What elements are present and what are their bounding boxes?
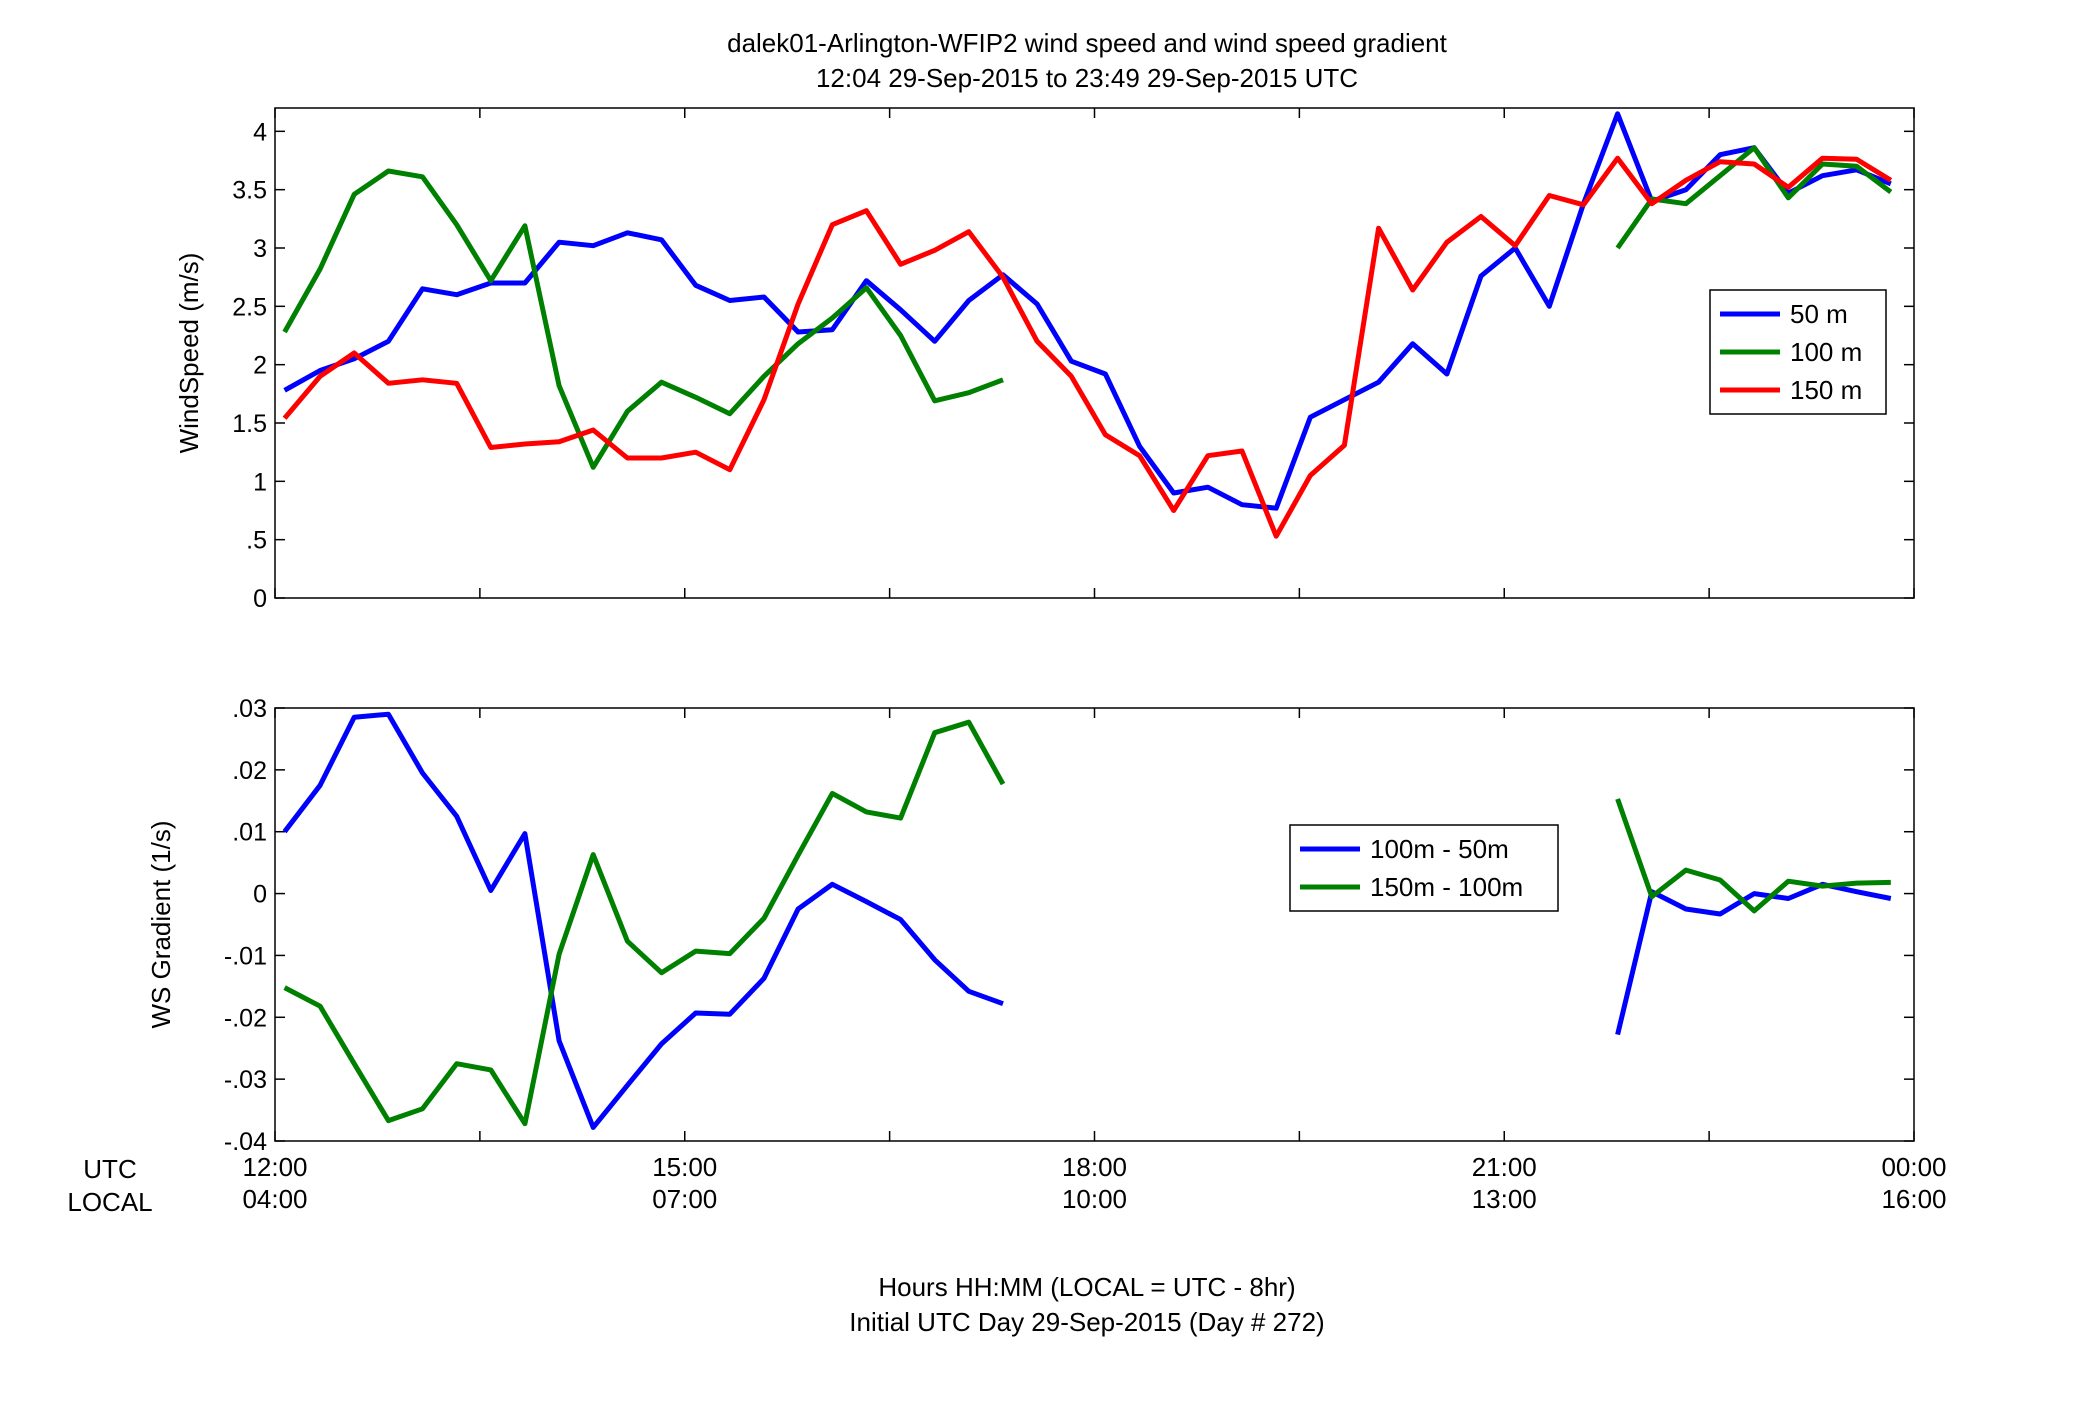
plot-frame [274, 707, 1915, 1142]
x-tick-label-utc: 21:00 [1472, 1152, 1537, 1182]
x-tick-label-local: 10:00 [1062, 1184, 1127, 1214]
series-line [282, 145, 1893, 470]
y-tick-label: -.03 [224, 1066, 267, 1094]
y-tick-label: 1 [253, 468, 267, 496]
y-tick-label: 3 [253, 235, 267, 263]
x-tick-label-local: 04:00 [242, 1184, 307, 1214]
x-tick-label-local: 07:00 [652, 1184, 717, 1214]
x-row-label-local: LOCAL [67, 1187, 152, 1217]
x-tick-label-utc: 00:00 [1881, 1152, 1946, 1182]
x-axis-label-line2: Initial UTC Day 29-Sep-2015 (Day # 272) [849, 1307, 1324, 1337]
plot-frame [274, 107, 1915, 599]
chart-title-line1: dalek01-Arlington-WFIP2 wind speed and w… [727, 28, 1448, 58]
y-tick-label: -.01 [224, 942, 267, 970]
x-axis-label-line1: Hours HH:MM (LOCAL = UTC - 8hr) [878, 1272, 1295, 1302]
series-line [283, 111, 1892, 511]
y-tick-label: .03 [232, 695, 267, 723]
y-axis-label: WS Gradient (1/s) [146, 820, 176, 1028]
gradient-panel: -.04 -.03 -.02 -.01 0 .01 .02 .03 WS Gradient (1… [146, 695, 1915, 1156]
chart-title-line2: 12:04 29-Sep-2015 to 23:49 29-Sep-2015 U… [816, 63, 1358, 93]
x-tick-label-local: 13:00 [1472, 1184, 1537, 1214]
y-tick-label: .01 [232, 819, 267, 847]
windspeed-panel: 0 .5 1 1.5 2 2.5 3 3.5 4 WindSpeed (m/s) 50 m 100 m… [174, 107, 1915, 613]
y-axis-label: WindSpeed (m/s) [174, 253, 204, 454]
x-tick-label-utc: 12:00 [242, 1152, 307, 1182]
legend: 50 m 100 m 150 m [1709, 289, 1887, 415]
x-row-label-utc: UTC [83, 1154, 136, 1184]
y-tick-label: .5 [246, 527, 267, 555]
y-tick-label: 2.5 [232, 293, 267, 321]
y-tick-label: 3.5 [232, 177, 267, 205]
y-tick-label: 0 [253, 585, 267, 613]
x-tick-label-utc: 15:00 [652, 1152, 717, 1182]
legend-label: 100 m [1790, 337, 1862, 367]
series-line [282, 155, 1893, 539]
y-tick-label: -.02 [224, 1004, 267, 1032]
y-tick-label: 2 [253, 352, 267, 380]
y-tick-label: 4 [253, 118, 267, 146]
legend: 100m - 50m 150m - 100m [1289, 824, 1559, 912]
legend-label: 100m - 50m [1370, 834, 1509, 864]
y-tick-label: .02 [232, 757, 267, 785]
y-tick-label: -.04 [224, 1128, 267, 1156]
y-tick-label: 1.5 [232, 410, 267, 438]
legend-label: 150 m [1790, 375, 1862, 405]
y-tick-label: 0 [253, 881, 267, 909]
legend-label: 150m - 100m [1370, 872, 1523, 902]
legend-label: 50 m [1790, 299, 1848, 329]
x-tick-label-utc: 18:00 [1062, 1152, 1127, 1182]
series-line [283, 719, 1891, 1127]
series-line [282, 711, 1892, 1130]
x-tick-label-local: 16:00 [1881, 1184, 1946, 1214]
legend-box [1289, 824, 1559, 912]
